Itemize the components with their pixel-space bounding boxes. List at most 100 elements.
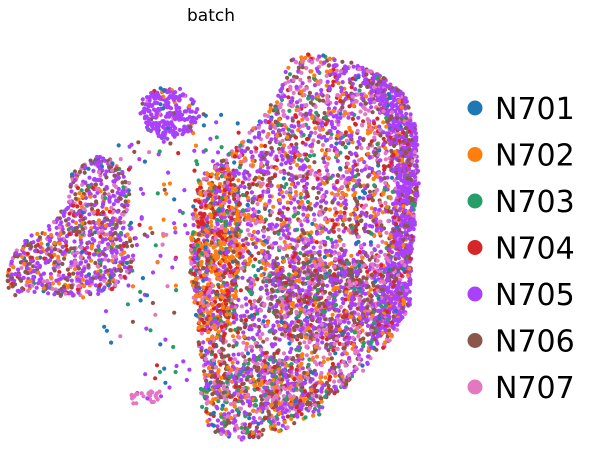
scatter-point (259, 143, 264, 148)
scatter-point (222, 354, 227, 359)
scatter-point (202, 369, 207, 374)
scatter-point (158, 102, 163, 107)
scatter-point (300, 281, 305, 286)
scatter-point (126, 283, 131, 288)
scatter-point (286, 288, 291, 293)
scatter-point (83, 195, 88, 200)
scatter-point (195, 187, 200, 193)
scatter-point (334, 326, 339, 332)
scatter-point (383, 151, 388, 156)
scatter-point (336, 188, 341, 193)
scatter-point (17, 276, 22, 281)
scatter-point (285, 115, 290, 120)
scatter-point (366, 174, 371, 179)
scatter-point (128, 220, 134, 225)
scatter-point (295, 162, 300, 168)
scatter-point (185, 231, 190, 236)
scatter-point (121, 174, 126, 179)
scatter-point (233, 397, 238, 402)
scatter-point (280, 423, 285, 428)
scatter-point (71, 203, 76, 208)
scatter-point (193, 143, 199, 148)
scatter-point (287, 72, 293, 77)
scatter-point (173, 256, 178, 262)
scatter-point (172, 221, 177, 226)
scatter-point (167, 181, 172, 186)
scatter-point (171, 344, 176, 350)
scatter-point (282, 420, 287, 425)
scatter-point (247, 130, 252, 135)
scatter-point (319, 363, 324, 368)
scatter-point (334, 239, 339, 244)
scatter-point (330, 312, 335, 317)
scatter-point (162, 103, 167, 108)
scatter-point (91, 168, 96, 173)
scatter-point (336, 227, 341, 232)
scatter-point (257, 324, 262, 330)
scatter-point (275, 100, 280, 105)
scatter-point (246, 262, 251, 267)
scatter-point (335, 173, 340, 178)
scatter-point (317, 252, 322, 257)
scatter-point (296, 107, 301, 113)
scatter-point (78, 260, 84, 265)
scatter-point (39, 249, 44, 254)
scatter-point (381, 171, 386, 176)
scatter-point (110, 242, 115, 247)
scatter-point (357, 249, 362, 255)
scatter-point (332, 57, 337, 63)
scatter-point (403, 125, 408, 131)
scatter-point (104, 206, 109, 211)
scatter-point (281, 232, 286, 237)
scatter-point (411, 226, 416, 232)
scatter-point (248, 218, 253, 224)
scatter-point (66, 222, 71, 227)
scatter-point (118, 244, 123, 249)
scatter-point (280, 138, 285, 143)
scatter-point (331, 79, 336, 84)
scatter-point (161, 139, 166, 144)
scatter-point (358, 102, 363, 107)
scatter-point (309, 130, 314, 135)
scatter-point (52, 268, 57, 273)
scatter-point (96, 291, 101, 296)
scatter-point (271, 130, 276, 135)
scatter-point (328, 129, 333, 134)
scatter-point (53, 287, 58, 292)
scatter-point (324, 200, 329, 205)
scatter-point (268, 103, 273, 108)
scatter-point (92, 177, 97, 182)
scatter-point (365, 332, 370, 337)
scatter-point (201, 123, 206, 128)
scatter-point (361, 336, 366, 341)
scatter-point (142, 159, 147, 164)
scatter-point (238, 184, 243, 189)
scatter-point (291, 394, 296, 399)
scatter-point (109, 250, 115, 255)
scatter-point (219, 174, 224, 179)
scatter-point (244, 236, 249, 241)
scatter-point (384, 230, 389, 235)
scatter-point (218, 218, 224, 223)
scatter-point (303, 156, 309, 161)
scatter-point (283, 69, 288, 75)
scatter-point (323, 206, 328, 212)
scatter-point (332, 126, 337, 131)
scatter-point (232, 414, 237, 419)
scatter-point (298, 251, 303, 256)
scatter-point (352, 159, 357, 164)
scatter-point (272, 351, 277, 356)
scatter-point (51, 219, 57, 225)
scatter-point (5, 279, 11, 284)
scatter-point (344, 165, 349, 170)
scatter-point (275, 157, 280, 163)
scatter-point (335, 115, 340, 120)
scatter-point (326, 172, 331, 177)
scatter-point (140, 276, 145, 281)
scatter-point (365, 117, 370, 122)
scatter-point (344, 202, 349, 207)
scatter-point (116, 143, 121, 148)
scatter-point (364, 276, 369, 281)
scatter-point (69, 172, 75, 177)
scatter-point (65, 285, 70, 290)
